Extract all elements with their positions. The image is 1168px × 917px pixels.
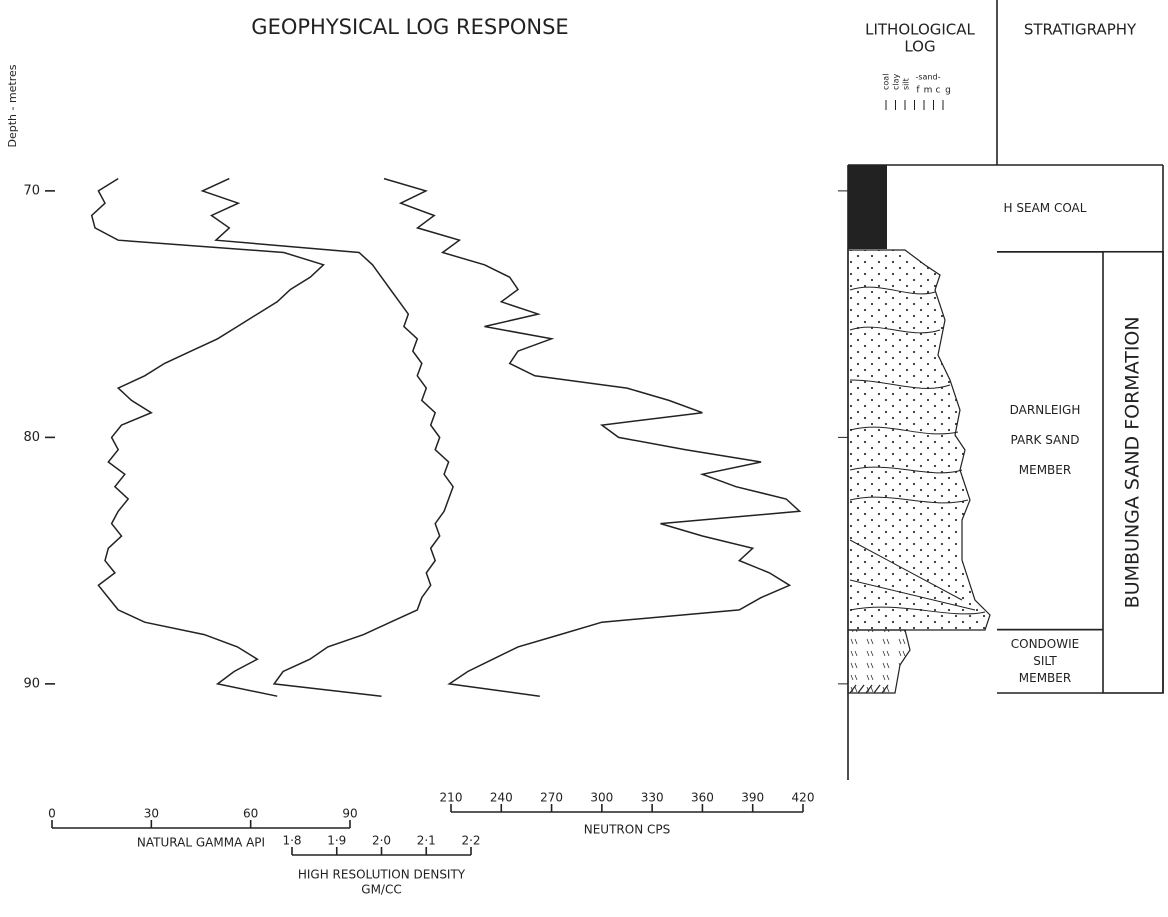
y-tick-label: 90	[23, 676, 40, 691]
x-axis-unit: GM/CC	[361, 883, 401, 897]
x-tick-label: 60	[243, 807, 258, 821]
lithology-column-label: clay	[892, 73, 901, 90]
x-tick-label: 210	[440, 791, 463, 805]
lithology-column-label: silt	[902, 78, 911, 90]
x-tick-label: 360	[691, 791, 714, 805]
stratigraphy-title: STRATIGRAPHY	[1024, 21, 1137, 39]
member-name: MEMBER	[1019, 463, 1071, 477]
sand-column-label: f	[916, 86, 920, 96]
x-tick-label: 300	[590, 791, 613, 805]
x-tick-label: 1·8	[282, 834, 301, 848]
member-name: DARNLEIGH	[1010, 403, 1081, 417]
x-tick-label: 270	[540, 791, 563, 805]
x-tick-label: 330	[641, 791, 664, 805]
x-axis-title: HIGH RESOLUTION DENSITY	[298, 868, 466, 882]
log-curve	[203, 179, 454, 697]
y-tick-label: 80	[23, 430, 40, 445]
log-curve	[92, 179, 324, 697]
formation-name: BUMBUNGA SAND FORMATION	[1122, 316, 1144, 608]
x-tick-label: 2·2	[461, 834, 480, 848]
x-tick-label: 0	[48, 807, 56, 821]
lithology-column	[848, 165, 990, 693]
y-tick-label: 70	[23, 183, 40, 198]
member-name: H SEAM COAL	[1004, 201, 1087, 215]
lithology-title: LOG	[904, 38, 935, 56]
x-tick-label: 390	[741, 791, 764, 805]
log-curve	[384, 179, 800, 697]
x-tick-label: 90	[342, 807, 357, 821]
x-axis-title: NEUTRON CPS	[584, 823, 670, 837]
sand-label: -sand-	[916, 73, 941, 82]
x-tick-label: 30	[144, 807, 159, 821]
sand-column-label: m	[924, 86, 933, 96]
x-tick-label: 420	[792, 791, 815, 805]
x-tick-label: 2·0	[372, 834, 391, 848]
chart: GEOPHYSICAL LOG RESPONSE Depth - metres …	[0, 0, 1168, 917]
chart-title: GEOPHYSICAL LOG RESPONSE	[251, 15, 568, 39]
sand-column-label: g	[945, 86, 951, 96]
x-axis-title: NATURAL GAMMA API	[137, 836, 265, 850]
y-axis-title: Depth - metres	[6, 64, 19, 147]
member-name: CONDOWIE	[1011, 637, 1079, 651]
x-tick-label: 240	[490, 791, 513, 805]
lithology-title: LITHOLOGICAL	[865, 21, 975, 39]
member-name: SILT	[1033, 654, 1057, 668]
member-name: PARK SAND	[1011, 433, 1080, 447]
x-tick-label: 2·1	[417, 834, 436, 848]
x-tick-label: 1·9	[327, 834, 346, 848]
lithology-column-label: coal	[882, 74, 891, 90]
member-name: MEMBER	[1019, 671, 1071, 685]
sand-column-label: c	[936, 86, 941, 96]
